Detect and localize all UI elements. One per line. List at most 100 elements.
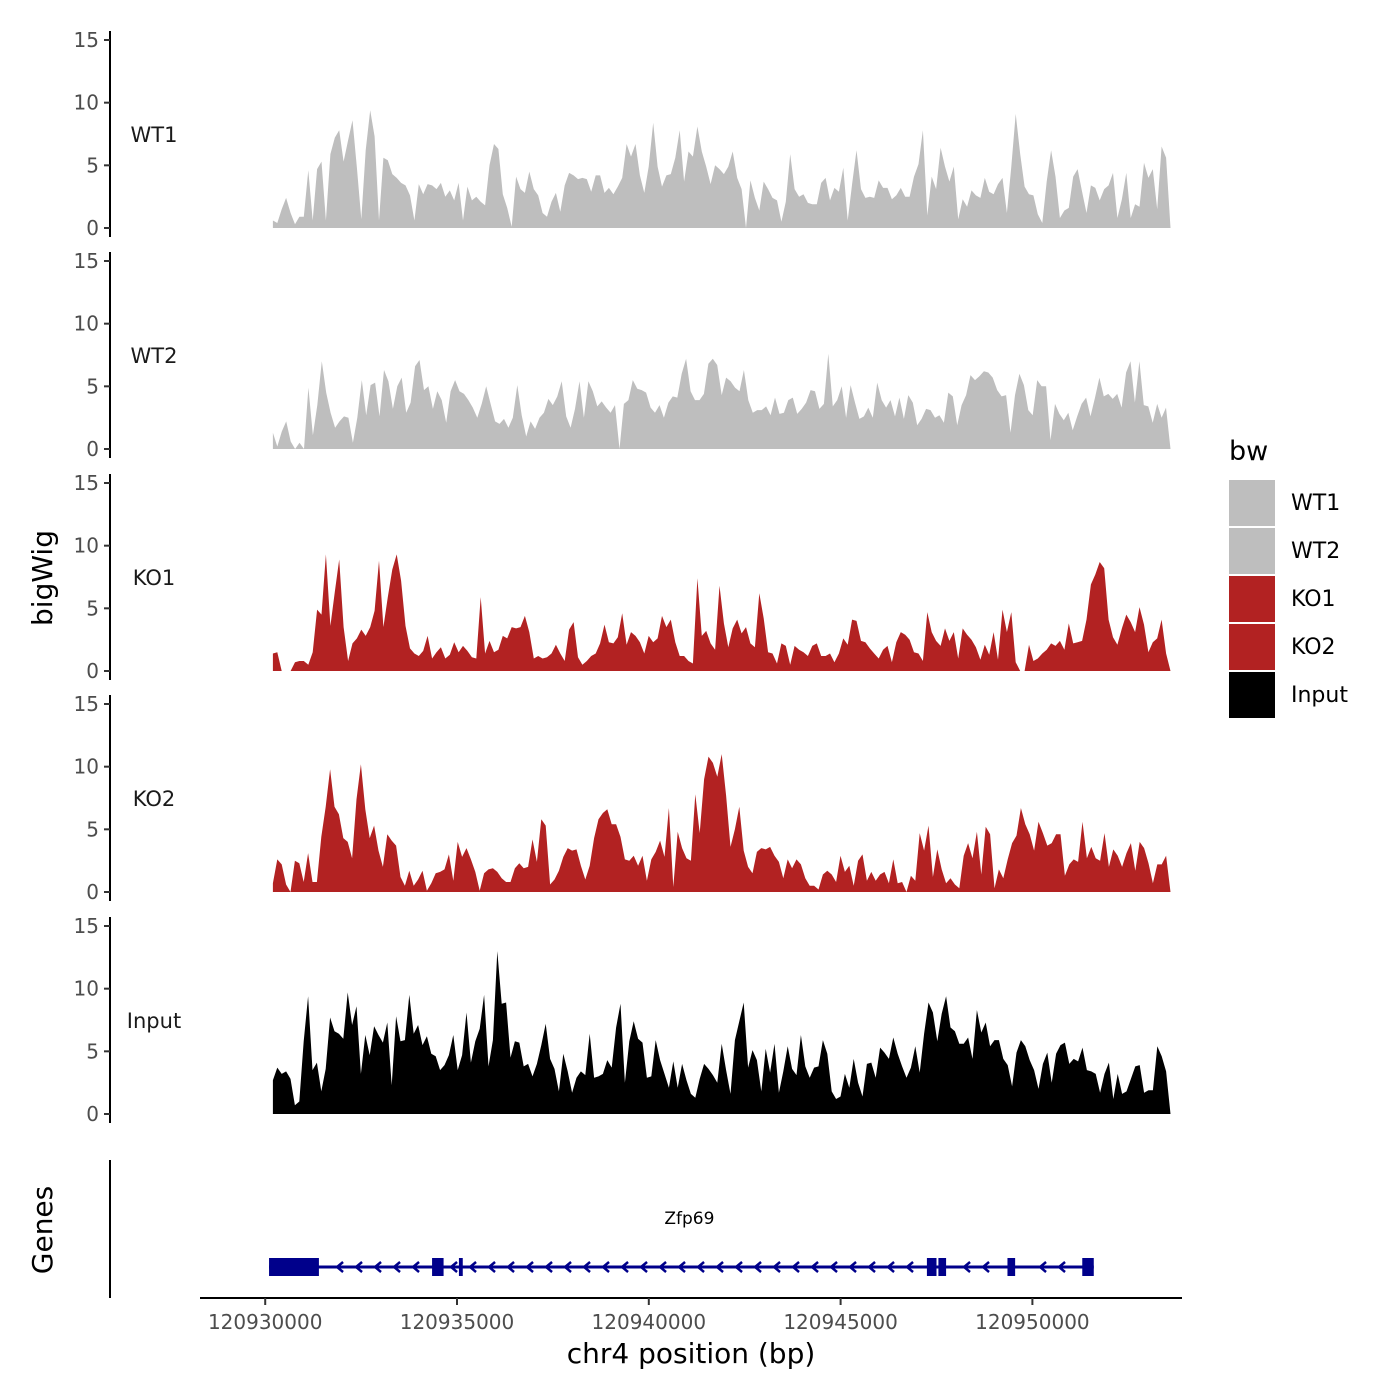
strand-arrow — [772, 1261, 781, 1273]
strand-arrow — [696, 1261, 705, 1273]
legend-title: bw — [1229, 436, 1268, 467]
exon — [926, 1258, 937, 1276]
track-label-wt2: WT2 — [131, 344, 178, 368]
y-tick-label: 10 — [74, 977, 99, 1001]
track-label-ko2: KO2 — [133, 787, 176, 811]
strand-arrow — [734, 1261, 743, 1273]
strand-arrow — [639, 1261, 648, 1273]
exon — [938, 1258, 947, 1276]
legend-swatch-input — [1229, 672, 1275, 718]
x-tick-label: 120945000 — [783, 1310, 898, 1334]
y-tick-label: 15 — [74, 914, 99, 938]
strand-arrow — [886, 1261, 895, 1273]
strand-arrow — [791, 1261, 800, 1273]
y-tick-label: 5 — [86, 374, 99, 398]
y-tick-label: 0 — [86, 1102, 99, 1126]
y-tick-label: 0 — [86, 659, 99, 683]
strand-arrow — [905, 1261, 914, 1273]
exon — [1082, 1258, 1094, 1276]
x-tick-label: 120940000 — [592, 1310, 707, 1334]
signal-area-ko1 — [272, 554, 1171, 671]
track-label-wt1: WT1 — [131, 123, 178, 147]
strand-arrow — [411, 1261, 420, 1273]
legend-swatch-wt1 — [1229, 480, 1275, 526]
x-tick-label: 120935000 — [400, 1310, 515, 1334]
strand-arrow — [677, 1261, 686, 1273]
strand-arrow — [335, 1261, 344, 1273]
exon — [458, 1258, 463, 1276]
track-input: 0 5 10 15 Input — [74, 914, 1171, 1126]
y-tick-label: 5 — [86, 153, 99, 177]
track-wt1: 0 5 10 15 WT1 — [74, 28, 1171, 240]
legend-label-input: Input — [1291, 683, 1348, 708]
exon — [432, 1258, 444, 1276]
legend-swatch-wt2 — [1229, 528, 1275, 574]
signal-area-input — [272, 951, 1171, 1114]
strand-arrow — [753, 1261, 762, 1273]
legend-label-ko1: KO1 — [1291, 587, 1336, 612]
y-axis-title: bigWig — [26, 530, 59, 626]
legend: bw WT1 WT2 KO1 KO2 Input — [1229, 436, 1348, 718]
y-tick-label: 0 — [86, 880, 99, 904]
signal-area-ko2 — [272, 754, 1171, 892]
x-tick-label: 120950000 — [975, 1310, 1090, 1334]
x-tick-label: 120930000 — [208, 1310, 323, 1334]
strand-arrow — [981, 1261, 990, 1273]
strand-arrow — [829, 1261, 838, 1273]
track-label-ko1: KO1 — [133, 566, 176, 590]
strand-arrow — [962, 1261, 971, 1273]
y-tick-label: 15 — [74, 28, 99, 52]
y-tick-label: 10 — [74, 755, 99, 779]
strand-arrow — [1038, 1261, 1047, 1273]
y-tick-label: 15 — [74, 249, 99, 273]
strand-arrow — [487, 1261, 496, 1273]
strand-arrow — [468, 1261, 477, 1273]
strand-arrow — [810, 1261, 819, 1273]
y-tick-label: 10 — [74, 312, 99, 336]
gene-name-label: Zfp69 — [664, 1209, 714, 1229]
gene-zfp69: Zfp69 — [269, 1209, 1094, 1276]
y-tick-label: 5 — [86, 817, 99, 841]
exon — [1007, 1258, 1016, 1276]
strand-arrow — [658, 1261, 667, 1273]
y-tick-label: 0 — [86, 437, 99, 461]
strand-arrow — [544, 1261, 553, 1273]
legend-swatch-ko1 — [1229, 576, 1275, 622]
legend-label-ko2: KO2 — [1291, 635, 1336, 660]
track-ko1: 0 5 10 15 KO1 — [74, 471, 1171, 683]
legend-label-wt2: WT2 — [1291, 539, 1340, 564]
strand-arrow — [449, 1261, 458, 1273]
y-tick-label: 5 — [86, 596, 99, 620]
genes-track: Genes Zfp69 — [26, 1160, 1094, 1298]
strand-arrow — [715, 1261, 724, 1273]
y-tick-label: 10 — [74, 534, 99, 558]
strand-arrow — [601, 1261, 610, 1273]
strand-arrow — [525, 1261, 534, 1273]
legend-label-wt1: WT1 — [1291, 491, 1340, 516]
legend-items: WT1 WT2 KO1 KO2 Input — [1229, 480, 1348, 718]
strand-arrow — [354, 1261, 363, 1273]
y-tick-label: 15 — [74, 692, 99, 716]
track-ko2: 0 5 10 15 KO2 — [74, 692, 1171, 904]
legend-swatch-ko2 — [1229, 624, 1275, 670]
signal-tracks: 0 5 10 15 WT1 0 5 10 15 WT2 0 5 10 15 KO1 0 5 10 15 KO2 0 5 10… — [74, 28, 1171, 1126]
strand-arrow — [373, 1261, 382, 1273]
y-tick-label: 5 — [86, 1039, 99, 1063]
strand-arrow — [848, 1261, 857, 1273]
exon — [269, 1258, 319, 1276]
signal-area-wt2 — [272, 353, 1171, 449]
track-label-input: Input — [127, 1009, 181, 1033]
genes-track-title: Genes — [26, 1186, 59, 1274]
y-tick-label: 0 — [86, 216, 99, 240]
strand-arrow — [1057, 1261, 1066, 1273]
track-wt2: 0 5 10 15 WT2 — [74, 249, 1171, 461]
x-axis-title: chr4 position (bp) — [567, 1337, 816, 1370]
y-tick-label: 15 — [74, 471, 99, 495]
x-axis: 120930000 120935000 120940000 120945000 1209… — [200, 1297, 1182, 1334]
strand-arrow — [867, 1261, 876, 1273]
signal-area-wt1 — [272, 110, 1171, 228]
y-tick-label: 10 — [74, 91, 99, 115]
strand-arrow — [563, 1261, 572, 1273]
strand-arrow — [392, 1261, 401, 1273]
